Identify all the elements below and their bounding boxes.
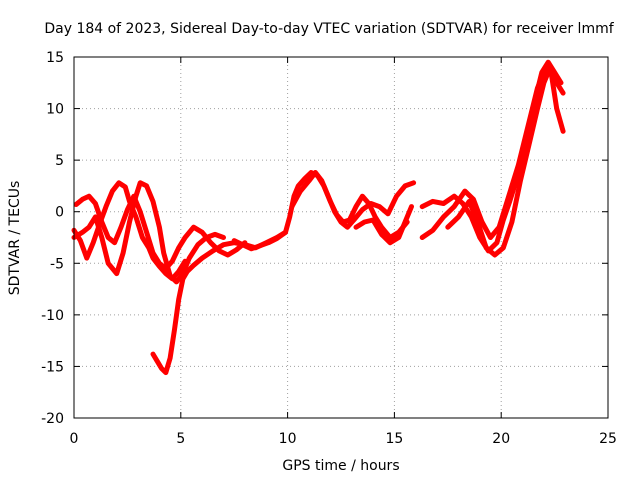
y-tick-label: -15: [41, 359, 64, 375]
y-tick-label: -10: [41, 308, 64, 324]
x-tick-label: 25: [599, 431, 617, 447]
y-tick-label: -5: [50, 256, 64, 272]
series-arc-6: [289, 170, 417, 230]
y-tick-label: 15: [46, 50, 64, 66]
chart-title: Day 184 of 2023, Sidereal Day-to-day VTE…: [44, 21, 614, 37]
x-axis-label: GPS time / hours: [282, 458, 399, 474]
series-arc-3: [73, 193, 248, 271]
axis-ticks: 0 5 10 15 20 25 -20 -15 -10 -5 0 5 10 15: [41, 50, 617, 447]
y-tick-label: -20: [41, 411, 64, 427]
series-arc-10: [445, 64, 566, 258]
x-tick-label: 15: [385, 431, 403, 447]
series-arc-9: [419, 64, 566, 240]
plot-frame: [73, 56, 609, 419]
series-arc-7: [353, 204, 414, 246]
x-tick-label: 0: [70, 431, 79, 447]
x-tick-label: 10: [279, 431, 297, 447]
x-tick-label: 20: [492, 431, 510, 447]
y-tick-label: 0: [55, 205, 64, 221]
y-tick-label: 10: [46, 102, 64, 118]
y-axis-label: SDTVAR / TECUs: [7, 181, 23, 296]
data-series: [71, 59, 566, 376]
grid: [74, 57, 608, 418]
y-tick-label: 5: [55, 153, 64, 169]
x-tick-label: 5: [176, 431, 185, 447]
series-arc-2: [71, 180, 226, 285]
